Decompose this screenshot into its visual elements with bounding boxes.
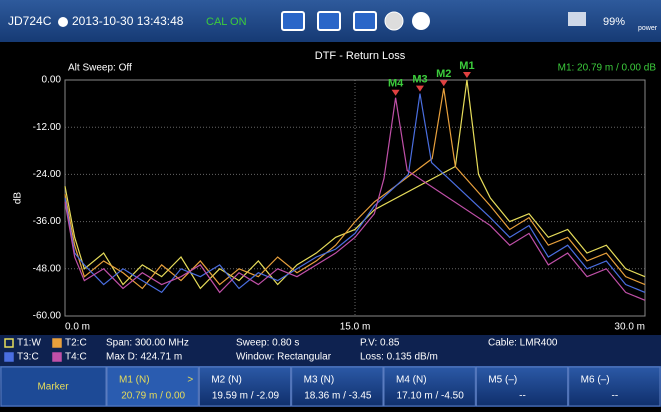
- y-tick-label: -12.00: [33, 122, 62, 133]
- marker-label: M2: [436, 68, 451, 80]
- softkey-value: 18.36 m / -3.45: [304, 391, 372, 402]
- softkey[interactable]: [475, 366, 569, 407]
- x-tick-label: 0.0 m: [65, 322, 90, 333]
- softkey-title: M2 (N): [211, 375, 242, 386]
- legend-label: T2:C: [65, 338, 87, 349]
- pc-icon: [568, 12, 586, 26]
- softkey-value: 17.10 m / -4.50: [397, 391, 465, 402]
- list-icon[interactable]: [353, 11, 377, 31]
- info-window: Window: Rectangular: [236, 352, 332, 363]
- marker-label: M3: [412, 73, 427, 85]
- legend-label: T3:C: [17, 352, 39, 363]
- battery: 99%: [603, 16, 625, 28]
- marker-readout: M1: 20.79 m / 0.00 dB: [558, 63, 657, 74]
- info-sweep: Sweep: 0.80 s: [236, 338, 299, 349]
- trace: [64, 93, 646, 294]
- softkey-title: M3 (N): [304, 375, 335, 386]
- legend-swatch: [52, 338, 62, 348]
- softkey-menu-label: Marker: [37, 382, 69, 393]
- y-tick-label: -60.00: [33, 311, 62, 322]
- marker-label: M4: [388, 78, 404, 90]
- softkey-title: M6 (–): [581, 375, 610, 386]
- softkey[interactable]: [291, 366, 384, 407]
- layout-icon[interactable]: [281, 11, 305, 31]
- softkey-title: M1 (N): [119, 375, 150, 386]
- info-span: Span: 300.00 MHz: [106, 338, 189, 349]
- x-tick-label: 30.0 m: [614, 322, 645, 333]
- softkey[interactable]: [568, 366, 661, 407]
- y-tick-label: 0.00: [42, 75, 62, 86]
- marker: [415, 85, 424, 92]
- marker: [439, 80, 448, 87]
- alt-sweep: Alt Sweep: Off: [68, 63, 132, 74]
- legend-label: T4:C: [65, 352, 87, 363]
- split-icon[interactable]: [317, 11, 341, 31]
- softkey-value: 19.59 m / -2.09: [212, 391, 280, 402]
- marker-label: M1: [459, 60, 474, 72]
- info-pv: P.V: 0.85: [360, 338, 400, 349]
- softkey-value: --: [611, 391, 618, 402]
- marker: [462, 72, 471, 78]
- power-label: power: [638, 25, 658, 32]
- datetime: 2013-10-30 13:43:48: [72, 14, 184, 28]
- softkey-value: --: [519, 391, 526, 402]
- device: JD724C: [8, 14, 52, 28]
- legend-swatch: [4, 352, 14, 362]
- cal-status: CAL ON: [206, 16, 247, 28]
- trace: [64, 97, 646, 301]
- x-tick-label: 15.0 m: [340, 322, 371, 333]
- info-panel: [0, 335, 661, 366]
- y-axis-label: dB: [13, 192, 24, 205]
- settings-icon[interactable]: [384, 11, 404, 31]
- softkey-value: 20.79 m / 0.00: [121, 391, 185, 402]
- softkey-title: M4 (N): [396, 375, 427, 386]
- softkey[interactable]: [106, 366, 199, 407]
- legend-swatch: [52, 352, 62, 362]
- y-tick-label: -48.00: [33, 263, 62, 274]
- help-icon[interactable]: [412, 12, 430, 30]
- legend-swatch: [4, 338, 14, 348]
- softkey-title: M5 (–): [488, 375, 517, 386]
- softkey-menu[interactable]: [0, 366, 107, 407]
- info-maxd: Max D: 424.71 m: [106, 352, 182, 363]
- clock-icon: [58, 17, 68, 27]
- softkey[interactable]: [198, 366, 292, 407]
- softkey[interactable]: [383, 366, 476, 407]
- info-loss: Loss: 0.135 dB/m: [360, 352, 438, 363]
- marker: [391, 89, 400, 96]
- info-cable: Cable: LMR400: [488, 338, 558, 349]
- y-tick-label: -24.00: [33, 169, 62, 180]
- softkey-arrow: >: [187, 375, 193, 386]
- trace: [64, 79, 646, 290]
- legend-label: T1:W: [17, 338, 41, 349]
- chart-title: DTF - Return Loss: [315, 50, 406, 62]
- y-tick-label: -36.00: [33, 216, 62, 227]
